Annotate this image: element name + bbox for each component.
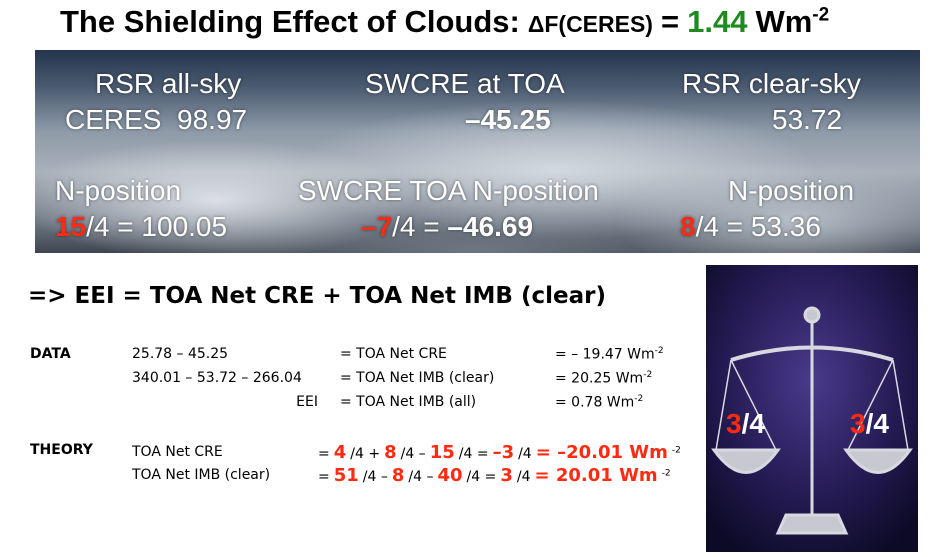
right-pan-label: 3/4 bbox=[850, 408, 889, 439]
numerator: 3 bbox=[850, 408, 866, 439]
cloud-banner: RSR all-sky CERES 98.97 N-position 15/4 … bbox=[35, 50, 920, 253]
formula-part: /4 – bbox=[400, 446, 426, 462]
formula-part: 15 bbox=[429, 442, 455, 463]
n-line: 15/4 = 100.05 bbox=[55, 211, 227, 243]
formula: = 51/4 –8/4 –40/4 = 3/4 = 20.01 Wm -2 bbox=[318, 465, 671, 486]
numerator: 8 bbox=[680, 211, 696, 242]
n-rest: /4 = 100.05 bbox=[86, 211, 228, 242]
exponent: -2 bbox=[643, 370, 653, 380]
quantity: TOA Net IMB (clear) bbox=[132, 467, 271, 483]
n-rest: /4 = bbox=[392, 211, 440, 242]
expression: 340.01 – 53.72 – 266.04 bbox=[132, 370, 302, 386]
formula-part: /4 bbox=[518, 446, 532, 462]
heading: SWCRE at TOA bbox=[365, 68, 565, 99]
heading: N-position bbox=[728, 175, 855, 206]
heading: RSR all-sky bbox=[95, 68, 242, 99]
rest: /4 bbox=[742, 408, 766, 439]
equation: => EEI = TOA Net CRE + TOA Net IMB (clea… bbox=[28, 283, 606, 309]
formula-part: = 20.01 Wm bbox=[534, 465, 658, 486]
n-line: –7/4 = –46.69 bbox=[361, 211, 533, 243]
title-exponent: -2 bbox=[812, 4, 830, 26]
formula-part: = –20.01 Wm bbox=[535, 442, 668, 463]
formula-part: 3 bbox=[500, 465, 513, 486]
result: = – 19.47 Wm-2 bbox=[555, 346, 664, 363]
title-text: The Shielding Effect of Clouds: bbox=[60, 4, 520, 39]
formula-part: /4 = bbox=[458, 446, 489, 462]
left-pan-label: 3/4 bbox=[726, 408, 765, 439]
data-label: DATA bbox=[30, 346, 71, 362]
n-value: –46.69 bbox=[447, 211, 534, 242]
formula-part: /4 + bbox=[350, 446, 381, 462]
formula-part: 51 bbox=[333, 465, 359, 486]
formula-part: 40 bbox=[437, 465, 463, 486]
title-value: 1.44 bbox=[687, 4, 748, 39]
exponent: -2 bbox=[661, 468, 671, 479]
formula-part: /4 – bbox=[362, 469, 388, 485]
numerator: –7 bbox=[361, 211, 393, 242]
heading: N-position bbox=[55, 175, 182, 206]
exponent: -2 bbox=[671, 445, 681, 456]
rest: /4 bbox=[866, 408, 890, 439]
quantity: = TOA Net CRE bbox=[340, 346, 447, 362]
formula-part: 8 bbox=[391, 465, 405, 486]
value-line: CERES 98.97 bbox=[65, 104, 247, 136]
exponent: -2 bbox=[654, 346, 664, 356]
quantity: = TOA Net IMB (clear) bbox=[340, 370, 495, 386]
numerator: 3 bbox=[726, 408, 742, 439]
formula-part: /4 = bbox=[466, 469, 497, 485]
result-value: = 0.78 Wm bbox=[555, 394, 635, 411]
formula-part: 8 bbox=[384, 442, 397, 463]
result: = 0.78 Wm-2 bbox=[555, 394, 643, 411]
value: 98.97 bbox=[177, 104, 248, 135]
title: The Shielding Effect of Clouds: ΔF(CERES)… bbox=[60, 4, 829, 40]
value: –45.25 bbox=[465, 104, 551, 135]
balance-image: 3/4 3/4 bbox=[706, 265, 918, 552]
formula-part: /4 – bbox=[408, 469, 434, 485]
n-rest: /4 = 53.36 bbox=[695, 211, 821, 242]
formula-part: –3 bbox=[492, 442, 515, 463]
formula-part: 4 bbox=[333, 442, 347, 463]
quantity: = TOA Net IMB (all) bbox=[340, 394, 477, 410]
exponent: -2 bbox=[634, 394, 644, 404]
formula-part: /4 bbox=[516, 469, 531, 485]
theory-label: THEORY bbox=[30, 442, 93, 458]
heading: SWCRE TOA N-position bbox=[298, 175, 599, 206]
expression: 25.78 – 45.25 bbox=[132, 346, 229, 362]
n-line: 8/4 = 53.36 bbox=[680, 211, 821, 243]
result: = 20.25 Wm-2 bbox=[555, 370, 652, 387]
title-equals: = bbox=[660, 4, 680, 39]
title-symbol: ΔF(CERES) bbox=[527, 11, 653, 37]
formula: = 4/4 +8/4 –15/4 = –3/4 = –20.01 Wm -2 bbox=[318, 442, 681, 463]
quantity: TOA Net CRE bbox=[132, 444, 223, 460]
label: CERES bbox=[65, 104, 162, 135]
value: 53.72 bbox=[772, 104, 843, 135]
formula-part: = bbox=[318, 446, 330, 462]
formula-part: = bbox=[318, 469, 330, 485]
result-value: = 20.25 Wm bbox=[555, 370, 644, 387]
result-value: = – 19.47 Wm bbox=[555, 346, 655, 363]
expression: EEI bbox=[296, 394, 318, 410]
numerator: 15 bbox=[55, 211, 87, 242]
title-unit: Wm bbox=[755, 4, 813, 39]
heading: RSR clear-sky bbox=[682, 68, 861, 99]
